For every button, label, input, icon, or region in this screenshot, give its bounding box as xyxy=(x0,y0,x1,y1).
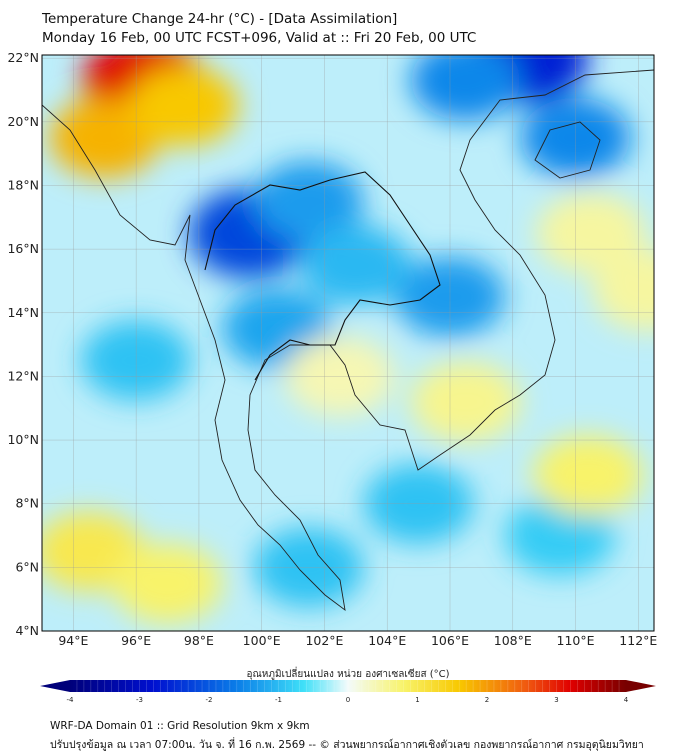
map-subtitle: Monday 16 Feb, 00 UTC FCST+096, Valid at… xyxy=(42,30,477,46)
colorbar-tick-label: 3 xyxy=(554,696,558,704)
map-frame xyxy=(41,54,655,632)
lon-label: 102°E xyxy=(305,633,343,648)
footer-model-info: WRF-DA Domain 01 :: Grid Resolution 9km … xyxy=(50,720,310,732)
lon-label: 110°E xyxy=(557,633,595,648)
temperature-anomaly-area xyxy=(410,55,521,121)
colorbar-bar xyxy=(70,680,626,692)
lat-label: 20°N xyxy=(7,114,39,129)
colorbar-tick-label: 1 xyxy=(415,696,419,704)
footer-credits: ปรับปรุงข้อมูล ณ เวลา 07:00น. วัน จ. ที่… xyxy=(50,739,644,751)
temperature-anomaly-area xyxy=(504,495,615,576)
lat-label: 14°N xyxy=(7,305,39,320)
temperature-anomaly-area xyxy=(253,161,364,242)
lat-label: 10°N xyxy=(7,432,39,447)
colorbar-tick-label: -4 xyxy=(67,696,75,704)
temperature-anomaly-area xyxy=(112,543,223,624)
colorbar-tick-label: 4 xyxy=(624,696,629,704)
temperature-anomaly-area xyxy=(592,250,654,331)
temperature-anomaly-area xyxy=(536,193,647,274)
map-title: Temperature Change 24-hr (°C) - [Data As… xyxy=(42,11,398,27)
temperature-anomaly-area xyxy=(300,225,411,306)
lat-label: 12°N xyxy=(7,368,39,383)
lon-label: 106°E xyxy=(431,633,469,648)
thailand-border xyxy=(204,171,441,381)
colorbar-tick-label: -2 xyxy=(206,696,213,704)
temperature-anomaly-area xyxy=(128,65,239,146)
colorbar-tick-label: -1 xyxy=(275,696,282,704)
colorbar-tick-label: 0 xyxy=(346,696,350,704)
temperature-anomaly-area xyxy=(533,435,644,516)
coastline xyxy=(42,69,654,612)
lat-label: 16°N xyxy=(7,241,39,256)
lon-label: 98°E xyxy=(184,633,214,648)
colorbar-title: อุณหภูมิเปลี่ยนแปลง หน่วย องศาเซลเซียส (… xyxy=(246,669,450,680)
temperature-anomaly-area xyxy=(410,361,521,442)
colorbar-max-arrow xyxy=(626,680,656,692)
lon-label: 94°E xyxy=(58,633,88,648)
colorbar-min-arrow xyxy=(40,680,70,692)
lon-label: 108°E xyxy=(494,633,532,648)
lat-label: 22°N xyxy=(7,50,39,65)
lon-label: 104°E xyxy=(368,633,406,648)
lat-label: 4°N xyxy=(15,623,39,638)
lon-label: 96°E xyxy=(121,633,151,648)
lat-label: 18°N xyxy=(7,177,39,192)
lon-label: 112°E xyxy=(619,633,657,648)
lon-label: 100°E xyxy=(243,633,281,648)
colorbar: -4 -3 -2 -1 0 1 2 3 4 xyxy=(40,680,656,704)
hainan-coastline xyxy=(534,121,601,179)
lat-label: 6°N xyxy=(15,559,39,574)
lat-label: 8°N xyxy=(15,496,39,511)
colorbar-tick-label: -3 xyxy=(136,696,143,704)
colorbar-tick-label: 2 xyxy=(485,696,489,704)
